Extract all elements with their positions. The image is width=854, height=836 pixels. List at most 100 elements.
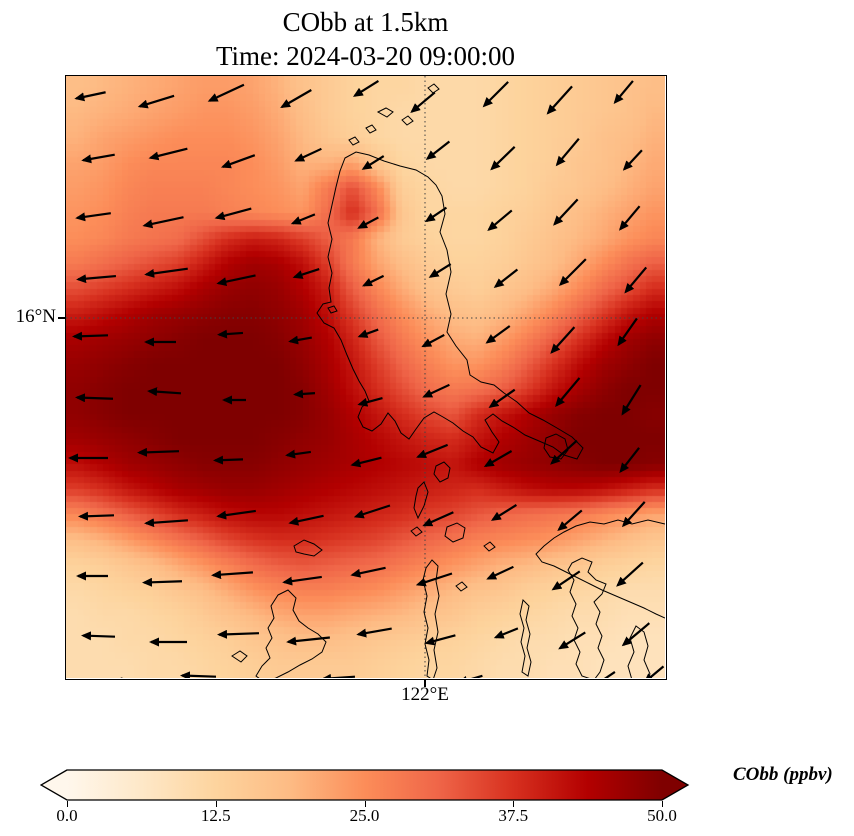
wind-arrow (356, 627, 392, 638)
wind-arrow (350, 566, 386, 578)
colorbar-tick-mark (67, 801, 69, 807)
wind-arrow (144, 518, 189, 528)
coastline-path (413, 481, 429, 520)
coastline-path (365, 124, 377, 134)
coastline-path (519, 598, 532, 677)
wind-arrow (619, 447, 640, 474)
coastline-path (422, 559, 440, 678)
coastline-path (543, 433, 569, 460)
wind-arrow (75, 212, 111, 222)
coastline-path (410, 526, 423, 537)
wind-arrow (217, 329, 244, 339)
wind-arrow (288, 335, 312, 345)
wind-arrow (288, 514, 324, 526)
wind-arrow (416, 443, 449, 459)
wind-arrow (424, 634, 456, 646)
coastline-path (376, 107, 394, 118)
wind-arrow (74, 91, 106, 102)
wind-arrow (422, 511, 454, 527)
wind-arrow (490, 146, 516, 171)
wind-arrow (422, 383, 450, 398)
wind-arrow (421, 333, 445, 348)
wind-arrow (321, 673, 356, 678)
wind-arrow (558, 631, 586, 650)
wind-arrow (555, 137, 580, 167)
wind-arrow (214, 207, 252, 221)
wind-arrow (485, 325, 511, 344)
wind-arrow (613, 80, 634, 104)
colorbar-tick-label: 0.0 (56, 806, 78, 825)
wind-arrow (142, 216, 184, 229)
wind-arrow (362, 274, 385, 287)
wind-arrow (180, 671, 217, 678)
wind-arrow (357, 216, 379, 229)
wind-arrow (353, 504, 391, 519)
colorbar-tick-mark (364, 801, 366, 807)
wind-arrow (280, 89, 312, 108)
coastline-path (327, 305, 338, 314)
wind-arrow (352, 80, 379, 97)
colorbar-svg (39, 769, 690, 801)
colorbar-min-extend-arrow (41, 770, 67, 800)
figure-title-line2: Time: 2024-03-20 09:00:00 (215, 41, 516, 71)
wind-arrow (619, 205, 641, 231)
wind-arrow (144, 267, 188, 278)
colorbar-max-extend-arrow (662, 770, 688, 800)
colorbar-gradient-body (67, 770, 662, 800)
wind-arrow (72, 331, 109, 341)
coastline-path (433, 461, 451, 483)
wind-arrow (285, 449, 312, 459)
wind-arrow (137, 447, 180, 457)
heatmap-canvas (66, 76, 665, 678)
coastline-path (348, 136, 360, 146)
lat-tick-mark (58, 317, 66, 319)
colorbar-tick-label: 50.0 (647, 806, 677, 825)
coastline-path (293, 539, 323, 557)
figure-title-line1: CObb at 1.5km (282, 7, 449, 37)
coastline-path (483, 541, 496, 552)
wind-arrow (621, 384, 642, 416)
coastline-path (455, 581, 468, 592)
wind-arrow (621, 501, 646, 528)
wind-arrow (415, 572, 453, 587)
wind-arrow (558, 258, 587, 287)
wind-arrow (220, 154, 256, 169)
wind-arrow (616, 561, 644, 587)
lat-tick-label: 16°N (15, 306, 56, 327)
wind-arrow (290, 213, 316, 225)
wind-arrow (147, 387, 182, 397)
wind-arrow (75, 393, 114, 403)
wind-arrow (557, 509, 583, 531)
colorbar-tick-mark (215, 801, 217, 807)
wind-arrow (81, 631, 116, 641)
wind-arrow-layer (68, 80, 665, 678)
wind-arrow (551, 570, 581, 591)
coastline-path (231, 650, 248, 663)
wind-arrow (493, 627, 519, 639)
wind-arrow (76, 274, 117, 284)
wind-arrow (216, 509, 256, 520)
wind-arrow (486, 565, 514, 580)
wind-arrow (553, 198, 579, 226)
wind-arrow (350, 456, 382, 468)
wind-arrow (217, 629, 260, 639)
wind-arrow (550, 439, 578, 465)
wind-arrow (487, 209, 513, 231)
wind-arrow (213, 455, 244, 465)
coastline-path (444, 522, 466, 543)
wind-arrow (292, 268, 320, 279)
wind-arrow (216, 274, 256, 287)
wind-arrow (424, 206, 448, 223)
wind-arrow (550, 326, 576, 354)
colorbar-label: CObb (ppbv) (733, 764, 833, 785)
lat-lon-gridlines (66, 76, 665, 678)
colorbar-outline (39, 769, 690, 801)
wind-arrow (207, 83, 245, 102)
wind-arrow (78, 511, 115, 521)
wind-arrow (410, 91, 436, 113)
wind-arrow (643, 665, 665, 678)
wind-arrow (282, 575, 322, 586)
wind-arrow (482, 81, 509, 108)
wind-arrow (457, 674, 483, 678)
